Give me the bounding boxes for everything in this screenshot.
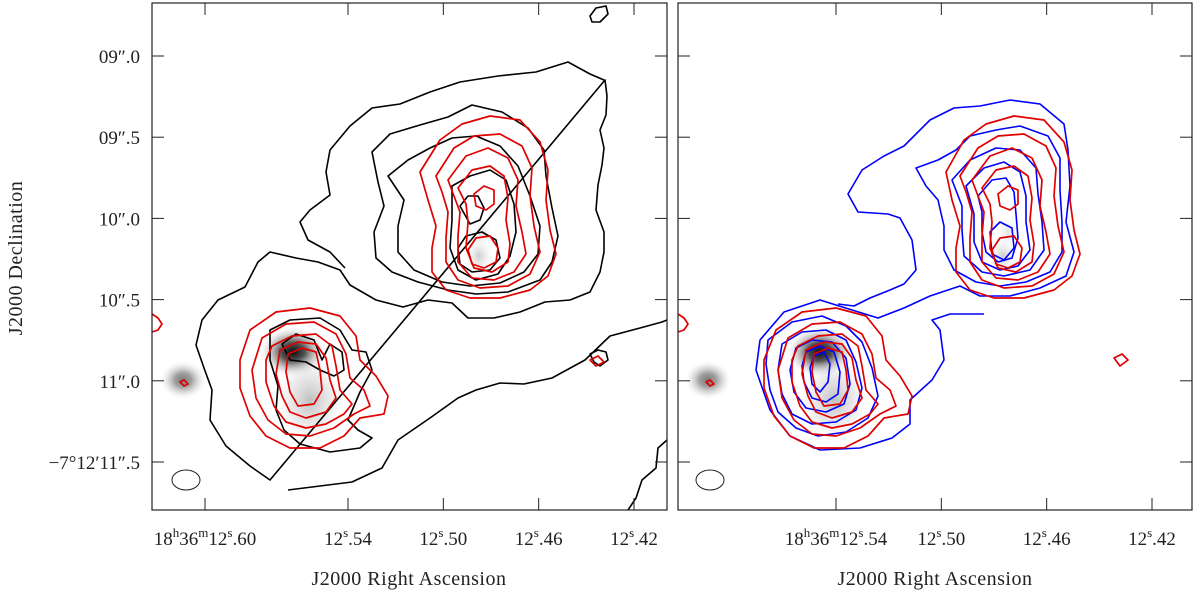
right-emission-west xyxy=(684,360,732,400)
y-axis-title: J2000 Declination xyxy=(5,181,27,336)
left-y-tick-label: 09″.0 xyxy=(99,47,140,68)
left-x-tick-label: 12s.54 xyxy=(324,525,372,550)
right-plot-frame xyxy=(677,2,1193,511)
left-y-tick-label: 11″.0 xyxy=(100,372,140,393)
left-tick-labels: 18h36m12s.60 12s.54 12s.50 12s.46 12s.42 09″.… xyxy=(49,47,658,550)
right-tick-marks xyxy=(678,3,1192,510)
left-y-tick-label: 10″.5 xyxy=(99,291,140,312)
right-beam-ellipse xyxy=(695,469,725,491)
right-x-tick-label: 18h36m12s.54 xyxy=(785,525,888,550)
right-panel: 18h36m12s.54 12s.50 12s.46 12s.42 J2000 Rig… xyxy=(677,2,1193,590)
left-x-tick-label: 12s.46 xyxy=(515,525,563,550)
left-x-tick-label: 12s.42 xyxy=(610,525,658,550)
left-x-tick-label: 18h36m12s.60 xyxy=(154,525,256,550)
right-x-tick-label: 12s.46 xyxy=(1023,525,1071,550)
left-image-layer xyxy=(152,5,667,510)
left-x-tick-label: 12s.50 xyxy=(419,525,467,550)
right-tick-labels: 18h36m12s.54 12s.50 12s.46 12s.42 xyxy=(785,525,1176,550)
left-beam-ellipse xyxy=(171,469,201,491)
right-image-layer xyxy=(678,99,1129,451)
right-emission-extended-sw xyxy=(798,356,870,444)
left-y-tick-label: 10″.0 xyxy=(99,209,140,230)
right-x-tick-label: 12s.42 xyxy=(1128,525,1176,550)
left-y-tick-label: −7°12′11″.5 xyxy=(49,453,140,474)
left-red-contours xyxy=(152,115,605,449)
right-red-contours xyxy=(678,115,1129,449)
left-plot-frame xyxy=(151,2,668,511)
left-x-axis-title: J2000 Right Ascension xyxy=(312,568,507,590)
left-tick-marks xyxy=(152,3,667,510)
left-y-tick-label: 09″.5 xyxy=(99,128,140,149)
right-x-axis-title: J2000 Right Ascension xyxy=(838,568,1033,590)
left-panel: 18h36m12s.60 12s.54 12s.50 12s.46 12s.42 09″.… xyxy=(5,2,668,590)
right-x-tick-label: 12s.50 xyxy=(917,525,965,550)
